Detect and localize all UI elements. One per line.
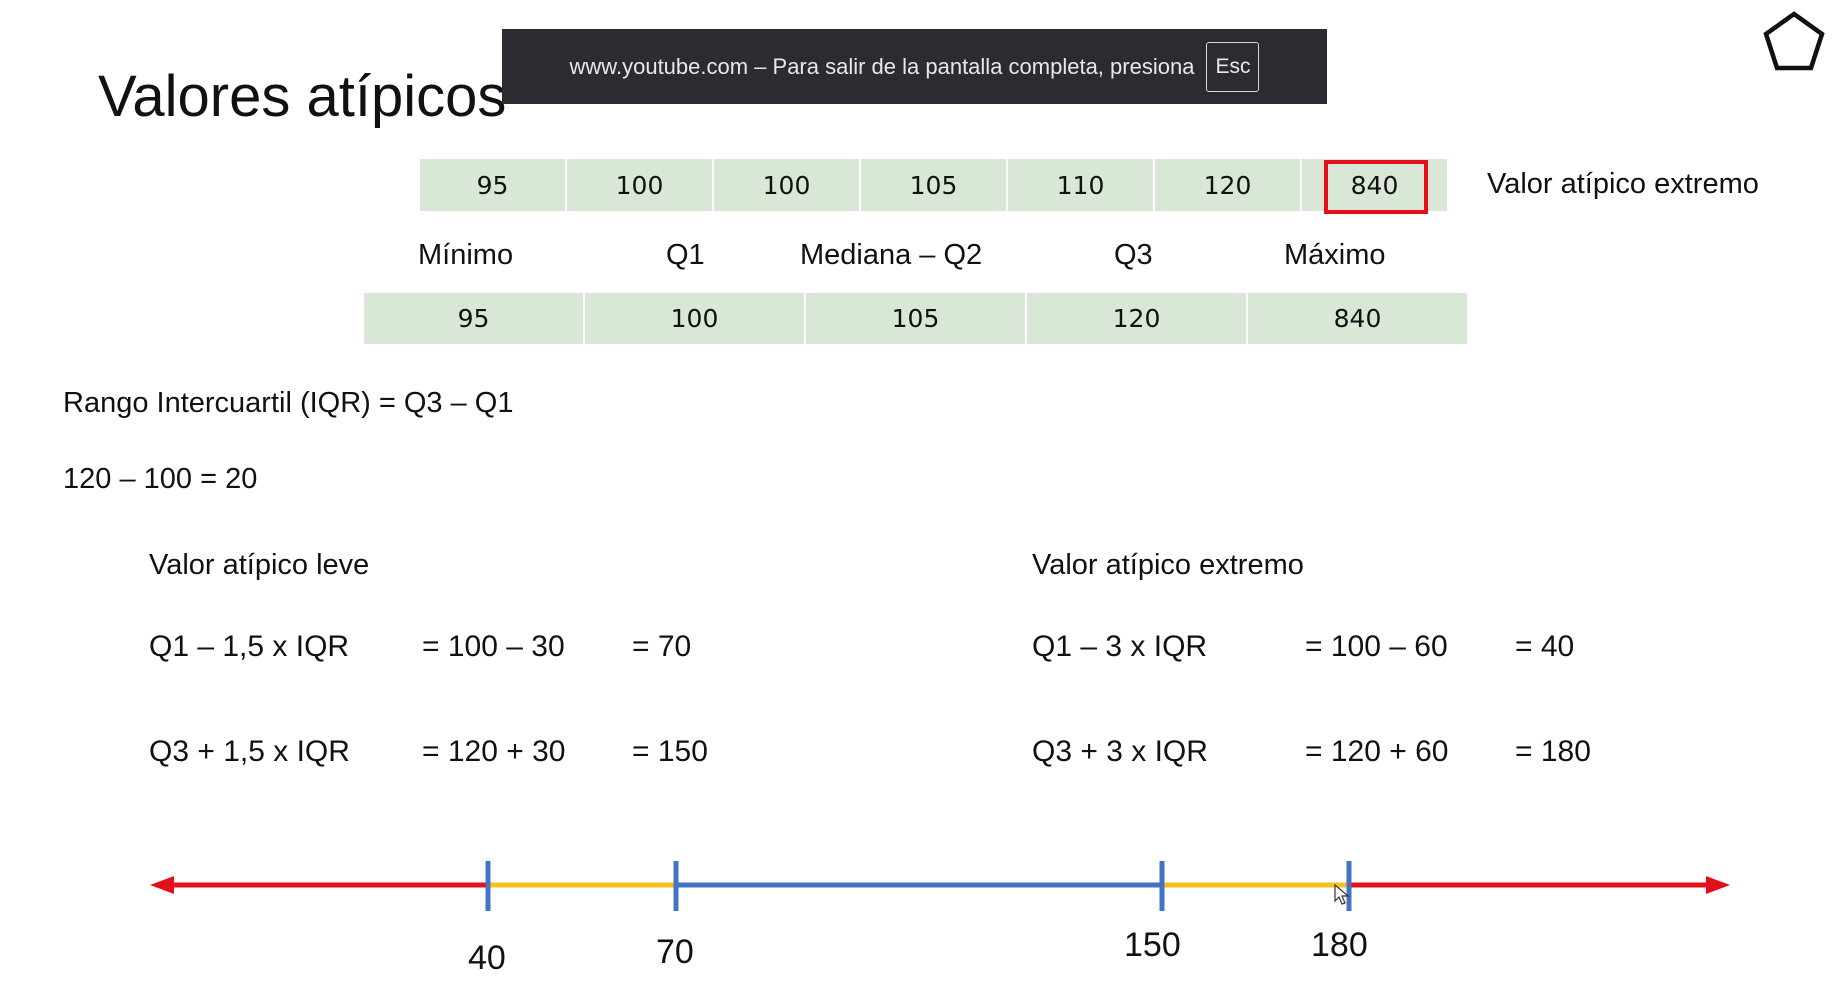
extreme-lower-result: = 40 (1515, 630, 1575, 663)
data-value-cell: 95 (420, 159, 565, 211)
summary-header-q1: Q1 (666, 239, 705, 271)
iqr-calculation: 120 – 100 = 20 (63, 463, 258, 495)
summary-values-table: 95 100 105 120 840 (362, 293, 1469, 344)
summary-header-q3: Q3 (1114, 239, 1153, 271)
mild-outlier-title: Valor atípico leve (149, 549, 370, 581)
data-value-cell: 100 (714, 159, 859, 211)
fullscreen-notice-banner: www.youtube.com – Para salir de la panta… (502, 29, 1327, 104)
pentagon-icon (1763, 11, 1825, 71)
number-line (150, 861, 1730, 911)
outlier-note: Valor atípico extremo (1487, 168, 1759, 200)
mild-lower-result: = 70 (632, 630, 692, 663)
data-value-cell: 110 (1008, 159, 1153, 211)
tick-label-180: 180 (1311, 926, 1368, 964)
outlier-value-cell: 840 (1302, 159, 1447, 214)
extreme-upper-formula: Q3 + 3 x IQR (1032, 735, 1208, 768)
extreme-lower-formula: Q1 – 3 x IQR (1032, 630, 1208, 663)
summary-header-max: Máximo (1284, 239, 1386, 271)
summary-header-min: Mínimo (418, 239, 514, 271)
esc-key-badge[interactable]: Esc (1206, 41, 1260, 92)
iqr-definition: Rango Intercuartil (IQR) = Q3 – Q1 (63, 387, 514, 419)
data-value-cell: 100 (567, 159, 712, 211)
mild-lower-step: = 100 – 30 (422, 630, 565, 663)
summary-value-max: 840 (1248, 293, 1467, 344)
mild-upper-step: = 120 + 30 (422, 735, 566, 768)
mild-upper-result: = 150 (632, 735, 708, 768)
mild-lower-formula: Q1 – 1,5 x IQR (149, 630, 350, 663)
data-values-table: 95 100 100 105 110 120 840 (418, 159, 1449, 214)
extreme-upper-result: = 180 (1515, 735, 1591, 768)
summary-value-min: 95 (364, 293, 583, 344)
tick-label-40: 40 (468, 939, 506, 977)
extreme-upper-step: = 120 + 60 (1305, 735, 1449, 768)
extreme-outlier-title: Valor atípico extremo (1032, 549, 1304, 581)
summary-header-median: Mediana – Q2 (800, 239, 983, 271)
summary-value-q1: 100 (585, 293, 804, 344)
summary-value-q3: 120 (1027, 293, 1246, 344)
fullscreen-notice-text: www.youtube.com – Para salir de la panta… (569, 53, 1195, 79)
tick-label-70: 70 (656, 933, 694, 971)
left-arrowhead-icon (150, 876, 174, 894)
extreme-lower-step: = 100 – 60 (1305, 630, 1448, 663)
slide-title: Valores atípicos (98, 64, 507, 129)
data-value-cell: 105 (861, 159, 1006, 211)
right-arrowhead-icon (1706, 876, 1730, 894)
summary-value-median: 105 (806, 293, 1025, 344)
data-value-cell: 120 (1155, 159, 1300, 211)
mild-upper-formula: Q3 + 1,5 x IQR (149, 735, 350, 768)
tick-label-150: 150 (1124, 926, 1181, 964)
mouse-cursor-icon (1334, 884, 1350, 905)
